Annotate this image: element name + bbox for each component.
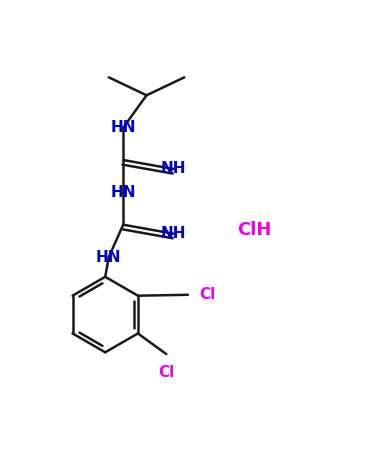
Text: Cl: Cl: [158, 365, 174, 380]
Text: HN: HN: [111, 185, 136, 200]
Text: ClH: ClH: [237, 221, 272, 239]
Text: Cl: Cl: [200, 287, 216, 302]
Text: HN: HN: [96, 250, 122, 265]
Text: NH: NH: [161, 226, 186, 241]
Text: NH: NH: [161, 161, 186, 177]
Text: HN: HN: [111, 120, 136, 135]
